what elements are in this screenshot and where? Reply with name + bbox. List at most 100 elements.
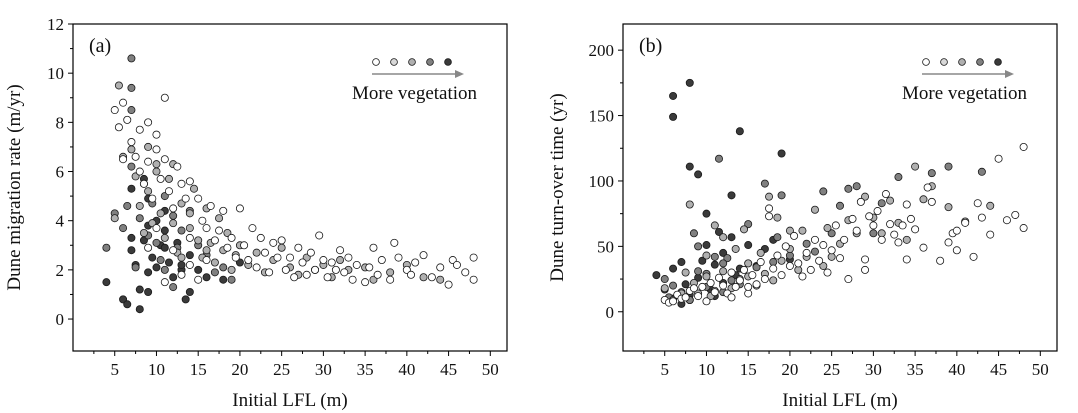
data-point: [810, 247, 819, 256]
data-point: [906, 214, 915, 223]
data-point: [248, 224, 257, 233]
data-point: [710, 252, 719, 261]
x-axis-label: Initial LFL (m): [232, 390, 347, 411]
data-point: [1019, 142, 1028, 151]
data-point: [694, 170, 703, 179]
x-tick-label: 40: [948, 360, 965, 379]
data-point: [685, 78, 694, 87]
data-point: [185, 224, 194, 233]
data-point: [702, 251, 711, 260]
data-point: [794, 259, 803, 268]
data-point: [744, 220, 753, 229]
data-point: [215, 214, 224, 223]
data-point: [452, 260, 461, 269]
data-point: [144, 268, 153, 277]
data-point: [156, 174, 165, 183]
data-point: [361, 278, 370, 287]
data-point: [660, 275, 669, 284]
data-point: [227, 233, 236, 242]
data-point: [840, 235, 849, 244]
data-point: [202, 246, 211, 255]
data-point: [836, 254, 845, 263]
data-point: [411, 258, 420, 267]
data-point: [160, 243, 169, 252]
data-point: [856, 197, 865, 206]
data-point: [731, 282, 740, 291]
data-point: [164, 174, 173, 183]
data-point: [877, 199, 886, 208]
data-point: [869, 229, 878, 238]
data-point: [323, 273, 332, 282]
data-point: [873, 207, 882, 216]
data-point: [252, 263, 261, 272]
data-point: [744, 282, 753, 291]
data-point: [160, 155, 169, 164]
data-point: [927, 197, 936, 206]
data-point: [723, 254, 732, 263]
y-tick-label: 100: [589, 172, 615, 191]
data-point: [752, 263, 761, 272]
data-point: [810, 205, 819, 214]
data-point: [727, 191, 736, 200]
legend-label: More vegetation: [352, 83, 478, 104]
data-point: [794, 265, 803, 274]
data-point: [669, 264, 678, 273]
data-point: [407, 270, 416, 279]
data-point: [798, 272, 807, 281]
data-point: [269, 238, 278, 247]
panel-label: (b): [639, 35, 662, 57]
data-point: [669, 297, 678, 306]
data-point: [277, 243, 286, 252]
data-point: [135, 125, 144, 134]
data-point: [890, 230, 899, 239]
data-point: [202, 256, 211, 265]
data-point: [681, 268, 690, 277]
data-point: [365, 263, 374, 272]
data-point: [735, 276, 744, 285]
data-point: [177, 260, 186, 269]
data-point: [444, 280, 453, 289]
data-point: [952, 226, 961, 235]
data-point: [902, 255, 911, 264]
data-point: [819, 187, 828, 196]
data-point: [123, 201, 132, 210]
legend-shade-dot: [940, 58, 948, 66]
data-point: [944, 238, 953, 247]
data-point: [227, 265, 236, 274]
data-point: [760, 179, 769, 188]
x-tick-label: 15: [190, 360, 207, 379]
data-point: [706, 278, 715, 287]
data-point: [710, 260, 719, 269]
data-point: [694, 292, 703, 301]
data-point: [827, 229, 836, 238]
data-point: [177, 179, 186, 188]
data-point: [240, 241, 249, 250]
data-point: [719, 233, 728, 242]
data-point: [819, 261, 828, 270]
data-point: [748, 271, 757, 280]
data-point: [769, 276, 778, 285]
data-point: [185, 233, 194, 242]
data-point: [219, 263, 228, 272]
data-point: [256, 233, 265, 242]
data-point: [123, 300, 132, 309]
data-point: [265, 268, 274, 277]
data-point: [148, 253, 157, 262]
data-point: [119, 155, 128, 164]
x-tick-label: 50: [482, 360, 499, 379]
data-point: [114, 123, 123, 132]
data-point: [281, 265, 290, 274]
data-point: [177, 226, 186, 235]
data-point: [160, 226, 169, 235]
data-point: [260, 248, 269, 257]
y-tick-label: 2: [56, 261, 65, 280]
data-point: [373, 270, 382, 279]
data-point: [327, 258, 336, 267]
data-point: [986, 230, 995, 239]
data-point: [861, 265, 870, 274]
y-tick-label: 6: [56, 163, 65, 182]
data-point: [785, 226, 794, 235]
data-point: [735, 127, 744, 136]
data-point: [877, 229, 886, 238]
data-point: [702, 272, 711, 281]
